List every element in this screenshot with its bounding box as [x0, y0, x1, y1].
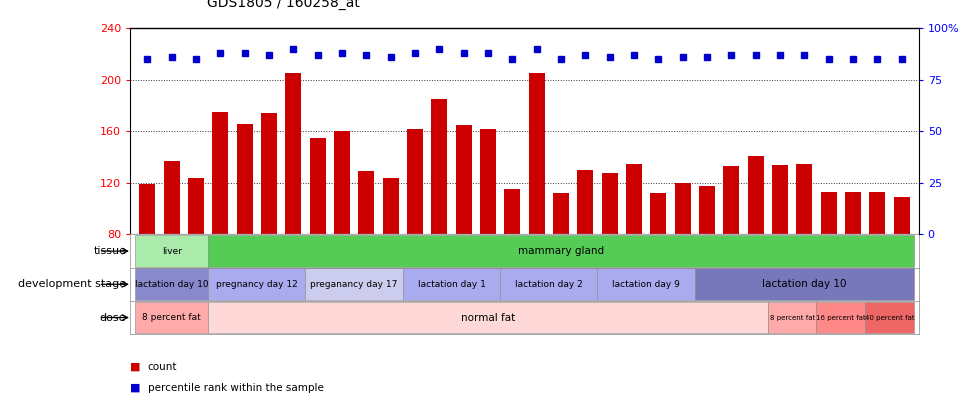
- Bar: [212, 112, 228, 234]
- Bar: [577, 170, 593, 234]
- Bar: [553, 193, 569, 234]
- Bar: [480, 129, 496, 234]
- Text: preganancy day 17: preganancy day 17: [311, 280, 398, 289]
- Bar: [699, 185, 715, 234]
- Bar: [768, 302, 816, 333]
- Text: lactation day 10: lactation day 10: [762, 279, 846, 289]
- Bar: [675, 183, 691, 234]
- Text: pregnancy day 12: pregnancy day 12: [216, 280, 297, 289]
- Bar: [208, 235, 914, 267]
- Text: 40 percent fat: 40 percent fat: [865, 315, 914, 320]
- Text: dose: dose: [99, 313, 126, 322]
- Bar: [135, 269, 208, 300]
- Bar: [748, 156, 763, 234]
- Text: mammary gland: mammary gland: [518, 246, 604, 256]
- Bar: [529, 73, 544, 234]
- Text: ■: ■: [130, 383, 141, 393]
- Bar: [500, 269, 597, 300]
- Bar: [236, 124, 253, 234]
- Bar: [724, 166, 739, 234]
- Text: liver: liver: [162, 247, 181, 256]
- Bar: [286, 73, 301, 234]
- Text: GDS1805 / 160258_at: GDS1805 / 160258_at: [207, 0, 360, 10]
- Bar: [164, 161, 179, 234]
- Bar: [262, 113, 277, 234]
- Bar: [310, 138, 325, 234]
- Bar: [602, 173, 618, 234]
- Text: lactation day 10: lactation day 10: [135, 280, 208, 289]
- Bar: [894, 197, 910, 234]
- Bar: [383, 178, 399, 234]
- Text: development stage: development stage: [18, 279, 126, 289]
- Text: normal fat: normal fat: [461, 313, 515, 322]
- Text: lactation day 2: lactation day 2: [515, 280, 583, 289]
- Bar: [772, 165, 787, 234]
- Bar: [796, 164, 813, 234]
- Bar: [188, 178, 204, 234]
- Bar: [869, 192, 885, 234]
- Text: lactation day 9: lactation day 9: [612, 280, 680, 289]
- Text: ■: ■: [130, 362, 141, 371]
- Bar: [407, 129, 423, 234]
- Bar: [139, 184, 155, 234]
- Bar: [431, 99, 447, 234]
- Bar: [866, 302, 914, 333]
- Bar: [455, 125, 472, 234]
- Bar: [358, 171, 374, 234]
- Bar: [597, 269, 695, 300]
- Text: count: count: [148, 362, 178, 371]
- Bar: [695, 269, 914, 300]
- Bar: [650, 193, 666, 234]
- Bar: [208, 269, 306, 300]
- Text: tissue: tissue: [94, 246, 126, 256]
- Bar: [816, 302, 866, 333]
- Bar: [334, 131, 350, 234]
- Bar: [135, 302, 208, 333]
- Bar: [505, 190, 520, 234]
- Text: 16 percent fat: 16 percent fat: [816, 315, 866, 320]
- Bar: [845, 192, 861, 234]
- Bar: [402, 269, 500, 300]
- Text: 8 percent fat: 8 percent fat: [142, 313, 201, 322]
- Bar: [626, 164, 642, 234]
- Text: percentile rank within the sample: percentile rank within the sample: [148, 383, 323, 393]
- Text: 8 percent fat: 8 percent fat: [769, 315, 814, 320]
- Bar: [821, 192, 837, 234]
- Bar: [208, 302, 768, 333]
- Text: lactation day 1: lactation day 1: [418, 280, 485, 289]
- Bar: [135, 235, 208, 267]
- Bar: [306, 269, 402, 300]
